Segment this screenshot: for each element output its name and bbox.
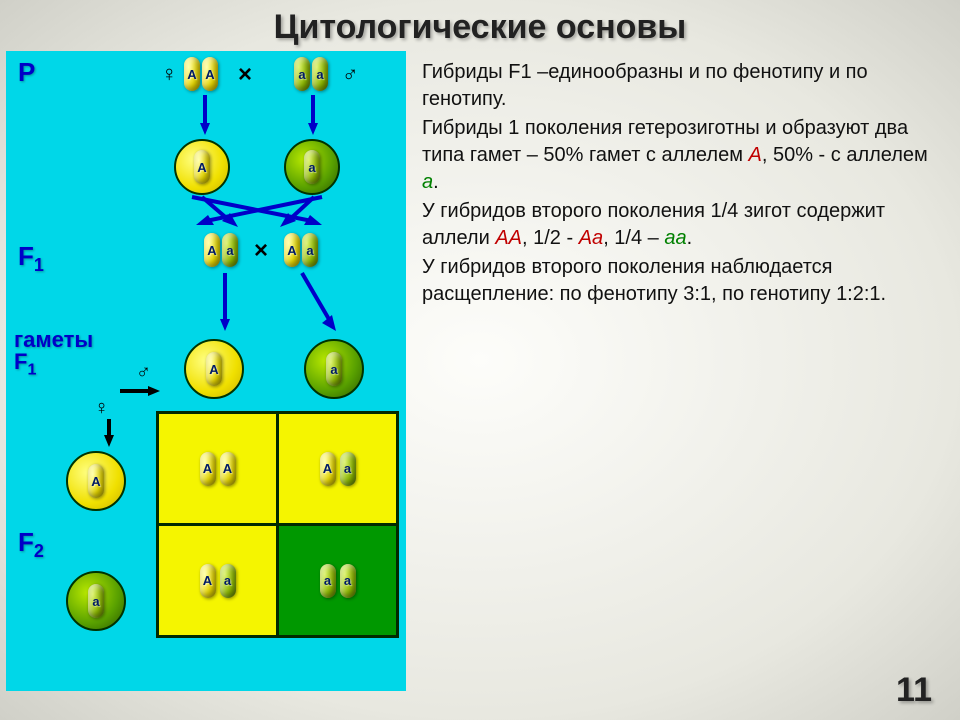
- label-gametes-F1: гаметы F1: [14, 329, 93, 378]
- gamete-a: a: [284, 139, 340, 195]
- allele-cap: A: [206, 352, 222, 386]
- allele-cap: a: [302, 233, 318, 267]
- label-F1: F1: [18, 241, 44, 276]
- gamete-left-a: a: [66, 571, 126, 631]
- cross-symbol: ×: [238, 61, 252, 89]
- allele-cap: A: [202, 57, 218, 91]
- punnett-square: A A A a A a: [156, 411, 399, 638]
- female-symbol: ♀: [161, 61, 178, 87]
- allele-cap: A: [184, 57, 200, 91]
- gamete-top-A: A: [184, 339, 244, 399]
- label-P: P: [18, 57, 35, 88]
- punnett-cell-AA: A A: [158, 413, 278, 525]
- male-symbol: ♂: [342, 61, 359, 87]
- text-line-4: У гибридов второго поколения наблюдается…: [422, 254, 942, 308]
- female-symbol: ♀: [94, 397, 109, 420]
- allele-cap: a: [340, 564, 356, 598]
- text-line-3: У гибридов второго поколения 1/4 зигот с…: [422, 198, 942, 252]
- text-line-1: Гибриды F1 –единообразны и по фенотипу и…: [422, 59, 942, 113]
- allele-cap: A: [284, 233, 300, 267]
- punnett-cell-Aa: A a: [158, 525, 278, 637]
- allele-cap: a: [222, 233, 238, 267]
- allele-cap: A: [200, 452, 216, 486]
- cross-symbol: ×: [254, 237, 268, 265]
- allele-cap: a: [312, 57, 328, 91]
- allele-cap: A: [204, 233, 220, 267]
- allele-cap: a: [294, 57, 310, 91]
- punnett-cell-aa: a a: [278, 525, 398, 637]
- allele-cap: a: [220, 564, 236, 598]
- allele-cap: a: [340, 452, 356, 486]
- allele-cap: A: [200, 564, 216, 598]
- parent-mother-genotype: A A: [184, 57, 218, 91]
- punnett-cell-Aa: A a: [278, 413, 398, 525]
- f1-genotype-1: A a: [204, 233, 238, 267]
- gamete-left-A: A: [66, 451, 126, 511]
- allele-cap: A: [320, 452, 336, 486]
- parent-father-genotype: a a: [294, 57, 328, 91]
- f1-genotype-2: A a: [284, 233, 318, 267]
- gamete-top-a: a: [304, 339, 364, 399]
- label-F2: F2: [18, 527, 44, 562]
- content-area: P ♀ A A × a a ♂ A a: [0, 51, 960, 691]
- genetics-diagram: P ♀ A A × a a ♂ A a: [6, 51, 406, 691]
- allele-cap: A: [88, 464, 104, 498]
- allele-cap: A: [220, 452, 236, 486]
- allele-cap: a: [88, 584, 104, 618]
- explanation-text: Гибриды F1 –единообразны и по фенотипу и…: [406, 51, 960, 691]
- male-symbol: ♂: [136, 361, 151, 384]
- text-line-2: Гибриды 1 поколения гетерозиготны и обра…: [422, 115, 942, 196]
- page-title: Цитологические основы: [0, 0, 960, 51]
- page-number: 11: [896, 671, 932, 710]
- gamete-A: A: [174, 139, 230, 195]
- allele-cap: a: [326, 352, 342, 386]
- allele-cap: a: [304, 150, 320, 184]
- allele-cap: A: [194, 150, 210, 184]
- allele-cap: a: [320, 564, 336, 598]
